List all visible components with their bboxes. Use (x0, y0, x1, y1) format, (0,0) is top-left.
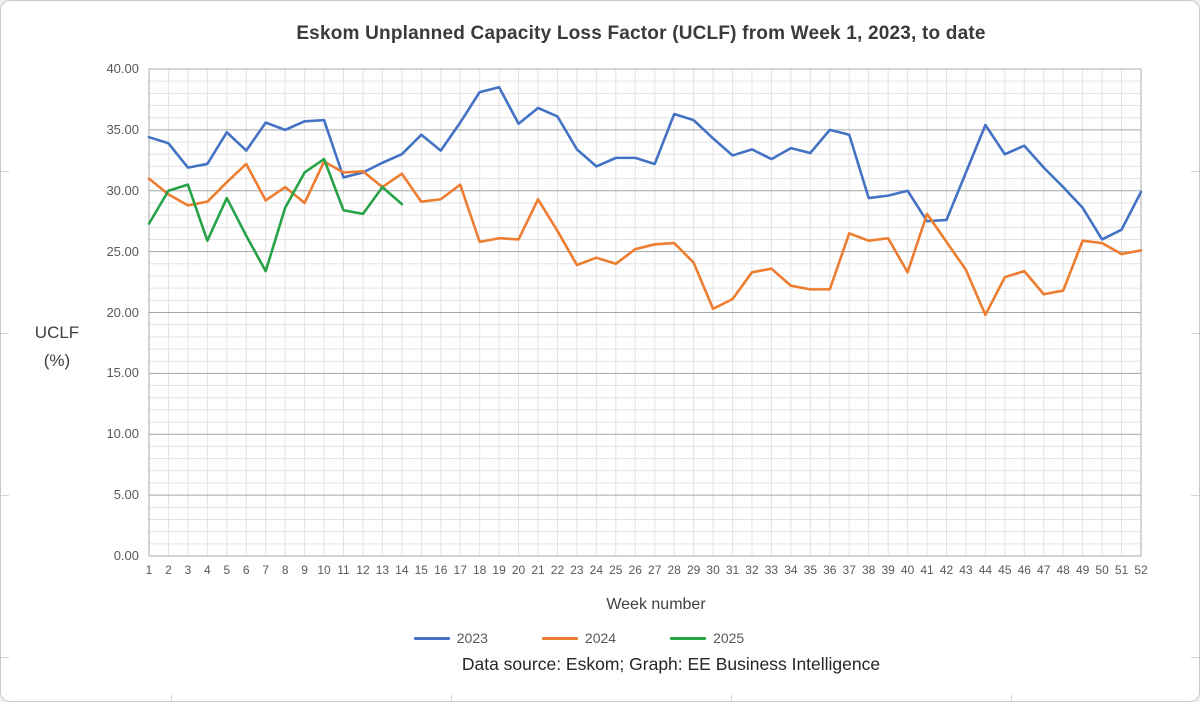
x-axis-tick-label: 5 (223, 563, 231, 577)
data-source-note: Data source: Eskom; Graph: EE Business I… (461, 654, 881, 674)
y-axis-title-line1: UCLF (34, 323, 80, 342)
x-axis-tick-label: 46 (1017, 563, 1031, 577)
x-axis-tick-label: 30 (706, 563, 720, 577)
x-axis-tick-label: 29 (686, 563, 701, 577)
x-axis-tick-label: 16 (434, 563, 448, 577)
x-axis-title: Week number (606, 596, 706, 613)
x-axis-tick-label: 32 (745, 563, 759, 577)
x-axis-tick-label: 33 (764, 563, 779, 577)
x-axis-tick-label: 43 (959, 563, 973, 577)
chart-title: Eskom Unplanned Capacity Loss Factor (UC… (296, 23, 986, 44)
x-axis-tick-label: 49 (1075, 563, 1090, 577)
x-axis-tick-label: 9 (301, 563, 308, 577)
x-axis-tick-label: 50 (1095, 563, 1109, 577)
series-2023-line (147, 85, 1143, 241)
x-axis-tick-label: 23 (570, 563, 584, 577)
legend-item-2024: 2024 (541, 630, 617, 646)
x-axis-tick-label: 40 (900, 563, 915, 577)
y-axis-tick-label: 0.00 (113, 548, 139, 563)
y-axis-tick-label: 30.00 (106, 182, 139, 198)
x-axis-tick-label: 24 (589, 563, 604, 577)
x-axis-tick-label: 41 (920, 563, 934, 577)
y-axis-tick-label: 40.00 (106, 61, 139, 76)
legend-label: 2024 (584, 630, 617, 646)
legend-label: 2025 (713, 630, 745, 646)
x-axis-tick-label: 7 (262, 563, 270, 577)
x-axis-tick-label: 45 (998, 563, 1012, 577)
x-axis-tick-label: 4 (204, 563, 211, 577)
x-axis-tick-label: 26 (628, 563, 642, 577)
x-axis-tick-label: 11 (337, 563, 350, 577)
legend-item-2025: 2025 (670, 630, 744, 646)
x-axis-tick-label: 27 (648, 563, 662, 577)
y-axis-tick-label: 10.00 (106, 426, 139, 442)
series-2025-line (147, 157, 404, 273)
x-axis-tick-label: 17 (453, 563, 467, 577)
y-axis-title-line2: (%) (43, 351, 71, 371)
plot-area-border (148, 68, 1142, 557)
spreadsheet-gridline-fragment (1191, 333, 1199, 334)
legend-label: 2023 (456, 630, 488, 646)
spreadsheet-gridline-fragment (1, 333, 9, 334)
series-2024-line (147, 160, 1143, 317)
spreadsheet-gridline-fragment (1011, 695, 1012, 701)
chart-legend: 2023 2024 2025 (1, 630, 1179, 646)
x-axis-tick-label: 37 (842, 563, 856, 577)
spreadsheet-gridline-fragment (1191, 657, 1199, 658)
x-axis-tick-label: 51 (1114, 563, 1129, 577)
x-axis-tick-label: 52 (1134, 563, 1148, 577)
legend-item-2023: 2023 (413, 630, 488, 646)
spreadsheet-gridline-fragment (1, 171, 9, 172)
x-axis-tick-label: 12 (356, 563, 370, 577)
spreadsheet-gridline-fragment (1, 657, 9, 658)
spreadsheet-gridline-fragment (451, 695, 452, 701)
x-axis-tick-label: 3 (184, 563, 192, 577)
x-axis-tick-label: 35 (803, 563, 817, 577)
x-axis-tick-label: 25 (609, 563, 623, 577)
x-axis-tick-label: 19 (492, 563, 506, 577)
legend-line-swatch (413, 636, 450, 640)
y-axis-title: UCLF (%) (23, 319, 91, 375)
x-axis-tick-label: 48 (1056, 563, 1070, 577)
x-axis-tick-label: 42 (939, 563, 954, 577)
x-axis-tick-label: 38 (861, 563, 876, 577)
x-axis-tick-label: 6 (242, 563, 250, 577)
x-axis-tick-label: 8 (281, 563, 289, 577)
x-axis-tick-label: 20 (511, 563, 526, 577)
legend-line-swatch (670, 636, 707, 640)
x-axis-tick-label: 15 (414, 563, 428, 577)
x-axis-tick-label: 36 (823, 563, 837, 577)
legend-line-swatch (541, 636, 578, 640)
x-axis-tick-label: 39 (881, 563, 895, 577)
x-axis-tick-label: 22 (550, 563, 565, 577)
y-axis-tick-label: 20.00 (106, 304, 139, 320)
x-axis-tick-label: 2 (165, 563, 172, 577)
spreadsheet-gridline-fragment (171, 695, 172, 701)
spreadsheet-gridline-fragment (1191, 495, 1199, 496)
x-axis-tick-label: 47 (1037, 563, 1051, 577)
x-axis-tick-label: 14 (395, 563, 409, 577)
x-axis-tick-label: 18 (472, 563, 487, 577)
x-axis-tick-label: 31 (725, 563, 740, 577)
x-axis-tick-label: 13 (375, 563, 390, 577)
x-axis-tick-label: 34 (784, 563, 798, 577)
y-axis-tick-label: 5.00 (113, 487, 139, 503)
y-axis-tick-label: 35.00 (106, 121, 139, 137)
x-axis-tick-label: 1 (145, 563, 153, 577)
spreadsheet-gridline-fragment (1, 495, 9, 496)
x-axis-tick-label: 44 (978, 563, 993, 577)
spreadsheet-gridline-fragment (1191, 171, 1199, 172)
x-axis-tick-label: 10 (317, 563, 331, 577)
y-axis-tick-label: 15.00 (106, 365, 139, 381)
x-axis-tick-label: 28 (667, 563, 681, 577)
y-axis-tick-label: 25.00 (106, 243, 139, 259)
x-axis-tick-label: 21 (531, 563, 545, 577)
spreadsheet-gridline-fragment (731, 695, 732, 701)
